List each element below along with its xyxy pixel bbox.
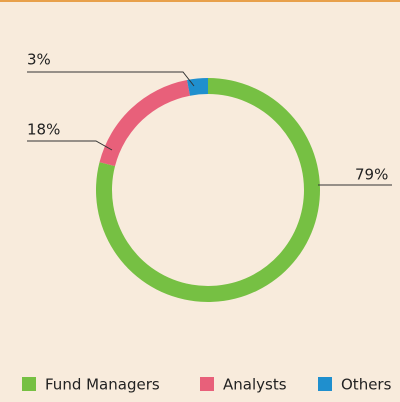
data-label: 79%: [355, 166, 388, 184]
legend-label: Fund Managers: [45, 376, 160, 394]
data-label: 3%: [27, 51, 51, 69]
leader-line: [27, 71, 195, 87]
legend-label: Analysts: [223, 376, 287, 394]
leader-line: [27, 140, 113, 151]
legend-label: Others: [341, 376, 392, 394]
legend-swatch: [318, 377, 332, 391]
donut-slice: [99, 79, 191, 167]
donut-slice: [187, 78, 208, 96]
data-label: 18%: [27, 121, 60, 139]
legend-swatch: [22, 377, 36, 391]
legend-swatch: [200, 377, 214, 391]
